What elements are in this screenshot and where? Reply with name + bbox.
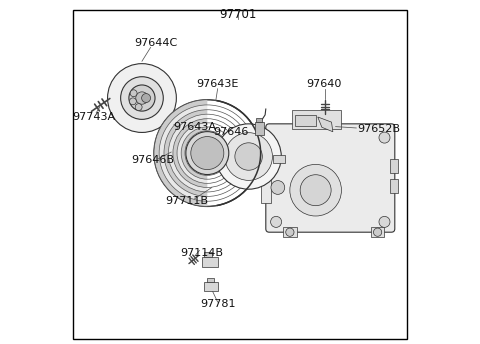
Circle shape (379, 132, 390, 143)
Text: 97652B: 97652B (357, 124, 400, 134)
Circle shape (167, 121, 186, 140)
Circle shape (120, 77, 163, 119)
Text: 97114B: 97114B (180, 248, 224, 258)
Text: 97640: 97640 (307, 79, 342, 89)
Circle shape (186, 132, 229, 174)
Circle shape (235, 143, 263, 170)
Circle shape (130, 98, 136, 105)
Wedge shape (177, 123, 207, 183)
FancyBboxPatch shape (266, 124, 395, 232)
Circle shape (216, 124, 281, 189)
Circle shape (129, 85, 155, 111)
Text: 97781: 97781 (200, 299, 235, 310)
Bar (295, 115, 316, 126)
Circle shape (300, 175, 331, 206)
Circle shape (171, 125, 182, 136)
Text: 97643E: 97643E (196, 79, 239, 89)
Bar (283, 227, 297, 237)
Bar (256, 118, 263, 122)
Circle shape (130, 90, 137, 97)
Text: 97743A: 97743A (72, 112, 115, 122)
Wedge shape (159, 105, 207, 201)
Bar (371, 227, 384, 237)
Circle shape (271, 216, 282, 227)
Circle shape (271, 181, 285, 194)
Polygon shape (318, 117, 333, 132)
Wedge shape (173, 119, 207, 187)
Bar (291, 110, 341, 129)
Circle shape (290, 164, 341, 216)
Circle shape (142, 94, 151, 103)
Bar (390, 180, 398, 193)
Wedge shape (164, 110, 207, 196)
Circle shape (225, 133, 273, 180)
Bar (273, 155, 285, 163)
Bar (204, 282, 217, 291)
Text: 97711B: 97711B (165, 196, 208, 206)
Circle shape (154, 100, 261, 206)
Bar (255, 122, 264, 135)
Wedge shape (168, 114, 207, 192)
Circle shape (191, 137, 224, 170)
Circle shape (136, 92, 148, 104)
Text: 97701: 97701 (219, 8, 257, 21)
Wedge shape (154, 100, 207, 206)
Bar (202, 257, 217, 267)
Circle shape (286, 228, 294, 236)
Bar (204, 252, 213, 257)
Circle shape (135, 104, 142, 110)
Circle shape (174, 129, 179, 133)
Text: 97643A: 97643A (173, 122, 216, 132)
Wedge shape (181, 127, 207, 179)
Bar (390, 159, 398, 173)
Bar (261, 148, 271, 203)
Circle shape (108, 64, 176, 132)
Circle shape (373, 228, 382, 236)
Bar (206, 278, 214, 282)
Text: 97646B: 97646B (131, 155, 174, 165)
Circle shape (379, 216, 390, 227)
Text: 97646: 97646 (214, 127, 249, 138)
Text: 97644C: 97644C (134, 38, 177, 48)
